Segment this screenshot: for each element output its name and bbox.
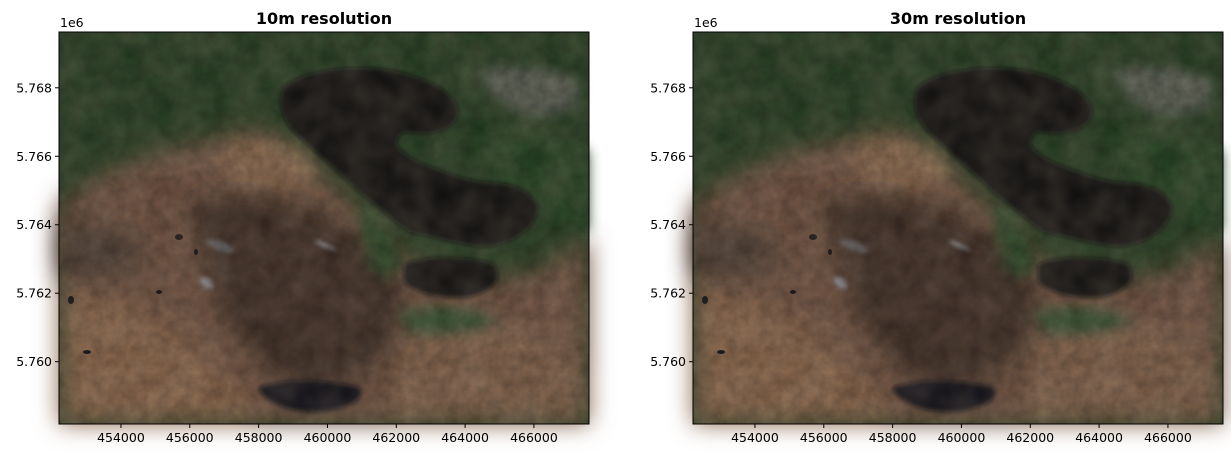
left-x-tick-label: 458000 (235, 430, 283, 445)
left-y-axis: 5.760 5.762 5.764 5.766 5.768 (16, 80, 59, 369)
right-axes-frame (692, 31, 1224, 425)
right-y-axis: 5.760 5.762 5.764 5.766 5.768 (650, 80, 693, 369)
left-y-tick-label: 5.760 (16, 354, 52, 369)
right-satellite-image (693, 32, 1223, 424)
right-x-tick-label: 462000 (1006, 430, 1054, 445)
left-satellite-image (59, 32, 589, 424)
left-x-tick-label: 456000 (166, 430, 214, 445)
left-subplot-title: 10m resolution (256, 9, 392, 28)
left-y-tick-label: 5.762 (16, 286, 52, 301)
right-y-tick-label: 5.762 (650, 286, 686, 301)
right-x-tick-label: 458000 (869, 430, 917, 445)
right-y-tick-label: 5.760 (650, 354, 686, 369)
right-y-tick-label: 5.768 (650, 80, 686, 95)
right-y-tick-label: 5.766 (650, 149, 686, 164)
right-y-tick-label: 5.764 (650, 217, 686, 232)
left-y-tick-label: 5.766 (16, 149, 52, 164)
right-subplot: 30m resolution 1e6 454000 456000 458000 460… (650, 9, 1224, 445)
left-subplot: 10m resolution 1e6 454000 456000 458000 460… (16, 9, 590, 445)
left-x-tick-label: 464000 (441, 430, 489, 445)
right-x-tick-label: 460000 (938, 430, 986, 445)
right-x-tick-label: 456000 (800, 430, 848, 445)
left-x-axis: 454000 456000 458000 460000 462000 464000 4660… (97, 424, 558, 445)
right-x-tick-label: 464000 (1075, 430, 1123, 445)
left-x-tick-label: 460000 (304, 430, 352, 445)
right-x-tick-label: 466000 (1144, 430, 1192, 445)
right-y-offset-label: 1e6 (694, 15, 718, 30)
left-x-tick-label: 466000 (510, 430, 558, 445)
right-subplot-title: 30m resolution (890, 9, 1026, 28)
left-x-tick-label: 454000 (97, 430, 145, 445)
right-x-axis: 454000 456000 458000 460000 462000 464000 4660… (731, 424, 1192, 445)
left-x-tick-label: 462000 (372, 430, 420, 445)
left-y-offset-label: 1e6 (60, 15, 84, 30)
left-axes-frame (58, 31, 590, 425)
left-y-tick-label: 5.764 (16, 217, 52, 232)
left-y-tick-label: 5.768 (16, 80, 52, 95)
right-x-tick-label: 454000 (731, 430, 779, 445)
